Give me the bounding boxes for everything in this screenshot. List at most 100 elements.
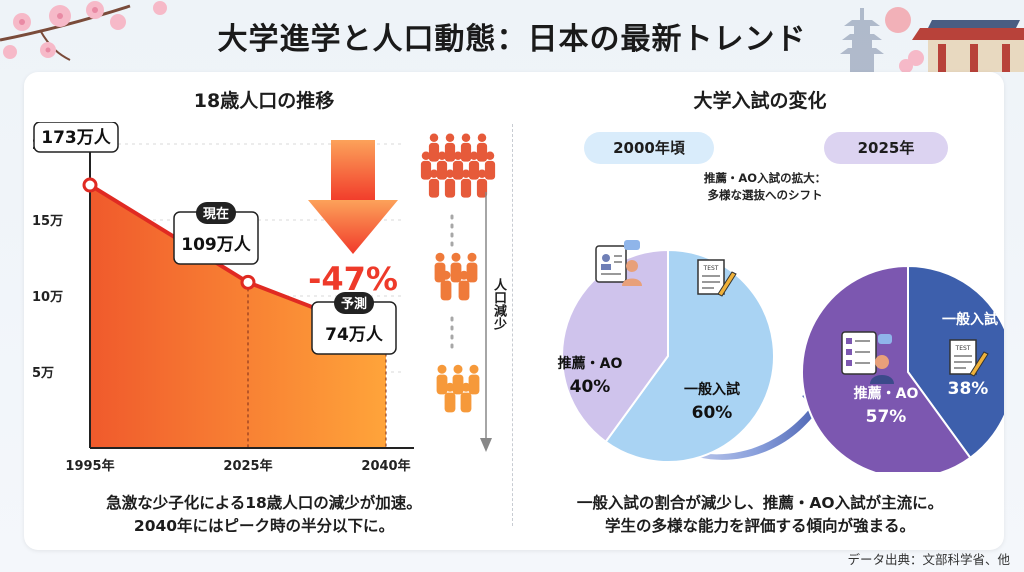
person-head <box>467 252 477 262</box>
person-head <box>469 151 479 161</box>
population-summary-line1: 急激な少子化による18歳人口の減少が加速。 <box>106 494 422 512</box>
person-head <box>421 151 431 161</box>
population-summary-line2: 2040年にはピーク時の半分以下に。 <box>133 517 395 535</box>
person-head <box>461 382 471 392</box>
callout-tag-bg <box>334 292 374 314</box>
person-body <box>452 160 464 180</box>
callout-value: 173万人 <box>41 128 111 148</box>
person-head <box>461 169 471 179</box>
person-body <box>460 142 472 162</box>
person-head <box>485 151 495 161</box>
admissions-section-title: 大学入試の変化 <box>693 90 827 112</box>
person-body <box>428 178 440 198</box>
person-head <box>461 133 471 143</box>
person-head <box>437 364 447 374</box>
decrease-arrow-head <box>480 438 492 452</box>
person-body <box>458 280 470 301</box>
person-body <box>468 160 480 180</box>
person-body <box>460 178 472 198</box>
person-body <box>476 178 488 198</box>
population-area-chart: 5万10万15万20万1995年2025年2040年 173万人現在109万人予… <box>32 122 496 474</box>
pie-slice-value: 38% <box>948 379 989 399</box>
person-head <box>453 364 463 374</box>
person-body <box>460 392 472 413</box>
person-body <box>466 262 478 283</box>
callout-value: 74万人 <box>325 325 384 345</box>
population-decrease-label: 人口減少 <box>488 278 508 330</box>
person-head <box>445 382 455 392</box>
admissions-summary: 一般入試の割合が減少し、推薦・AO入試が主流に。 学生の多様な能力を評価する傾向… <box>516 492 1004 538</box>
person-body <box>450 262 462 283</box>
medium-population-icon <box>434 252 478 301</box>
person-body <box>468 374 480 395</box>
population-area <box>90 185 386 448</box>
person-body <box>440 280 452 301</box>
callout-tag-bg <box>196 202 236 224</box>
person-head <box>435 252 445 262</box>
data-source: データ出典：文部科学省、他 <box>847 552 1010 567</box>
expansion-note-line2: 多様な選抜へのシフト <box>707 188 823 202</box>
era-2000-pill: 2000年頃 <box>584 132 714 164</box>
callout-value: 109万人 <box>181 235 251 255</box>
x-tick-label: 2025年 <box>223 458 272 474</box>
y-tick-label: 10万 <box>32 290 63 305</box>
pie-slice-label: 一般入試 <box>684 381 740 398</box>
person-body <box>444 178 456 198</box>
callout-tag: 予測 <box>341 296 367 312</box>
pie-slice-label: 推薦・AO <box>558 355 623 372</box>
pie-slice <box>561 248 669 444</box>
person-body <box>476 142 488 162</box>
pie-slice-value: 40% <box>570 377 611 397</box>
data-point <box>240 274 256 290</box>
pie-slice-label: 一般入試 <box>942 311 998 328</box>
decline-arrow <box>308 140 398 254</box>
svg-text:TEST: TEST <box>703 265 719 272</box>
person-head <box>477 169 487 179</box>
person-head <box>429 133 439 143</box>
pie-slice-value: 60% <box>692 403 733 423</box>
person-body <box>452 374 464 395</box>
x-tick-label: 1995年 <box>65 458 114 474</box>
person-head <box>477 133 487 143</box>
person-head <box>453 151 463 161</box>
small-population-icon <box>436 364 480 413</box>
person-body <box>428 142 440 162</box>
x-tick-label: 2040年 <box>361 458 410 474</box>
person-head <box>451 252 461 262</box>
profile-card-icon <box>595 240 642 286</box>
svg-text:TEST: TEST <box>955 345 971 352</box>
document-review-icon <box>841 331 894 384</box>
change-label: -47% <box>308 260 398 298</box>
pie-slice-label: 推薦・AO <box>854 385 919 402</box>
content-panel: 18歳人口の推移 大学入試の変化 5万10万15万20万1995年2025年20… <box>24 72 1004 550</box>
population-summary: 急激な少子化による18歳人口の減少が加速。 2040年にはピーク時の半分以下に。 <box>24 492 504 538</box>
page-title: 大学進学と人口動態：日本の最新トレンド <box>217 22 807 57</box>
person-head <box>469 364 479 374</box>
expansion-note: 推薦・AO入試の拡大： 多様な選抜へのシフト <box>680 170 850 204</box>
admissions-summary-line1: 一般入試の割合が減少し、推薦・AO入試が主流に。 <box>576 494 944 512</box>
person-head <box>445 133 455 143</box>
admissions-pie-charts: TEST TEST 一般入試 60% 推薦・AO 40% 一般入試 38% 推薦・AO 57% <box>558 240 1004 472</box>
data-point <box>82 177 98 193</box>
population-section-title: 18歳人口の推移 <box>193 90 335 112</box>
large-population-icon <box>420 133 496 198</box>
callout-box <box>33 122 119 153</box>
test-paper-icon: TEST <box>697 259 737 297</box>
person-head <box>445 169 455 179</box>
section-divider <box>512 124 513 526</box>
person-body <box>444 392 456 413</box>
person-head <box>441 270 451 280</box>
person-body <box>436 374 448 395</box>
person-body <box>444 142 456 162</box>
person-head <box>437 151 447 161</box>
pie-slice <box>801 264 972 472</box>
person-head <box>429 169 439 179</box>
era-2025-pill: 2025年 <box>824 132 948 164</box>
admissions-summary-line2: 学生の多様な能力を評価する傾向が強まる。 <box>604 517 915 535</box>
pie-slice-value: 57% <box>866 407 907 427</box>
y-tick-label: 5万 <box>32 366 54 381</box>
y-tick-label: 15万 <box>32 214 63 229</box>
person-body <box>420 160 432 180</box>
exam-paper-icon: TEST <box>949 339 989 377</box>
callout-tag: 現在 <box>203 206 229 222</box>
